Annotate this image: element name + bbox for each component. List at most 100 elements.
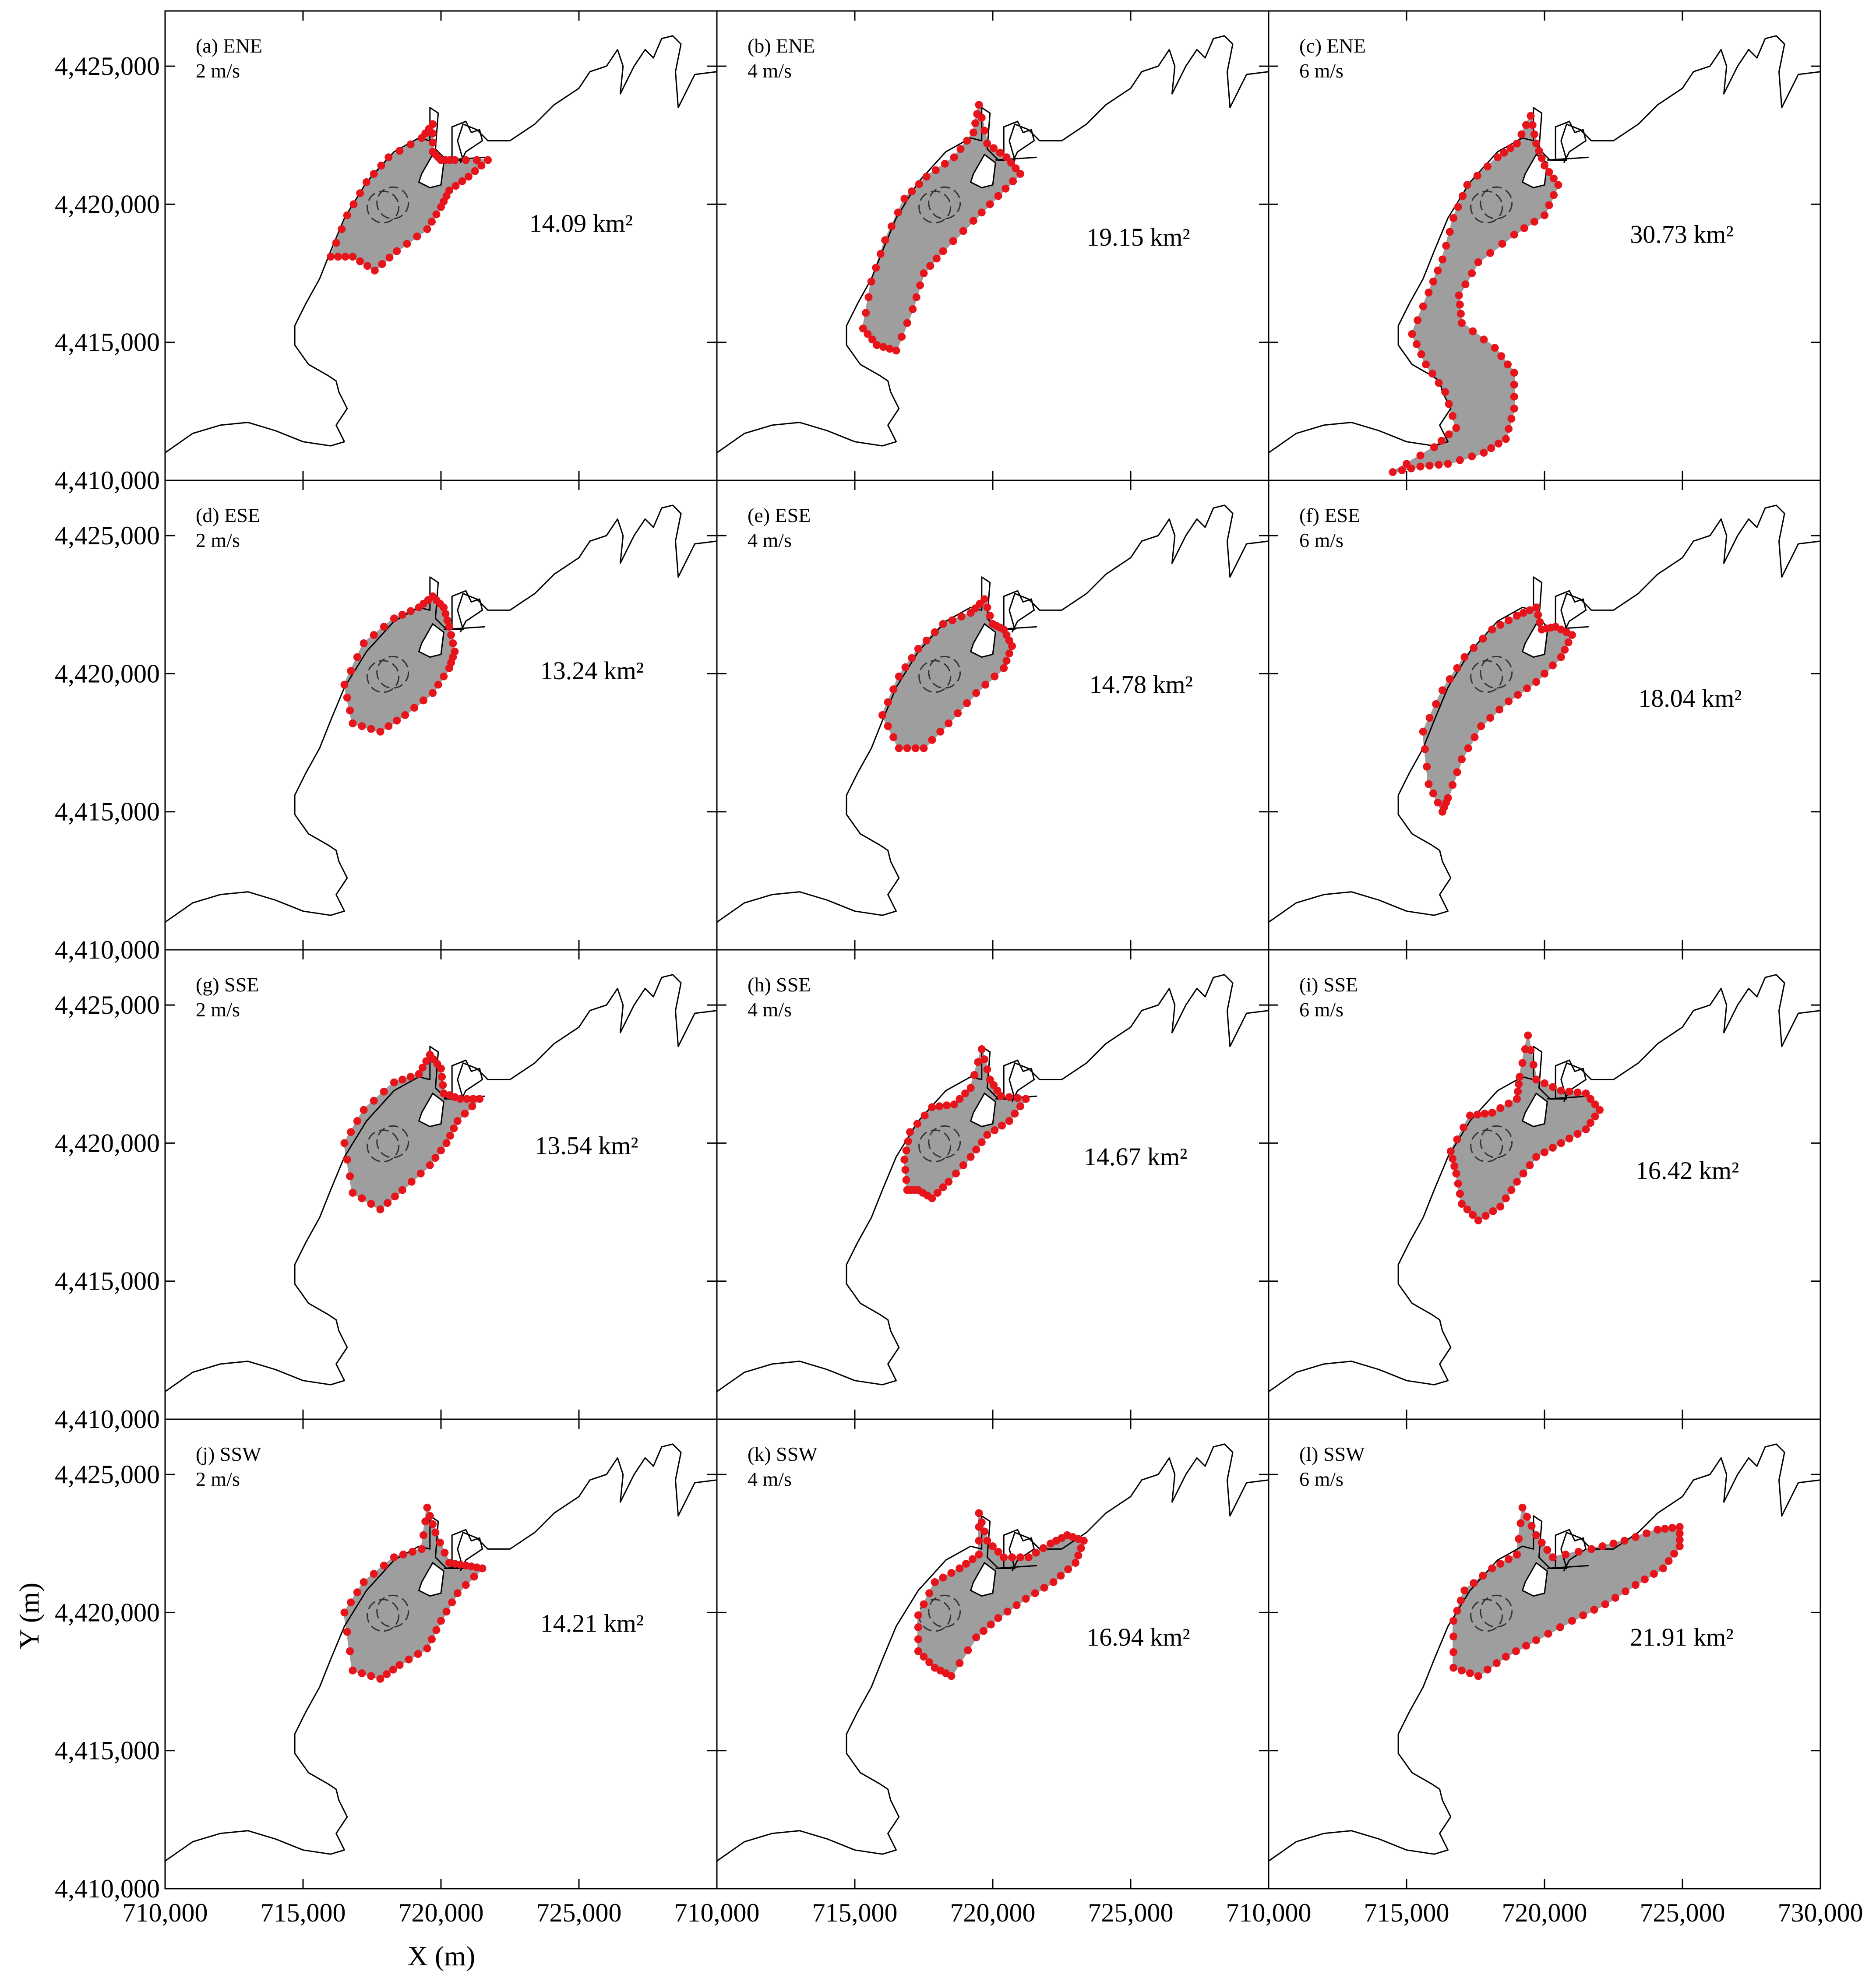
boundary-point <box>393 247 401 255</box>
boundary-point <box>1675 1529 1684 1537</box>
island <box>1521 153 1548 189</box>
release-ring <box>1470 1599 1503 1632</box>
y-tick-label: 4,410,000 <box>55 1874 160 1903</box>
boundary-point <box>1579 1611 1587 1619</box>
panel-frame <box>164 480 718 951</box>
boundary-point <box>441 1548 449 1557</box>
x-tick-label: 720,000 <box>398 1898 484 1927</box>
boundary-point <box>445 664 453 672</box>
boundary-point <box>908 654 916 662</box>
boundary-point <box>407 1178 416 1186</box>
boundary-point <box>458 177 466 185</box>
boundary-point <box>1005 649 1013 658</box>
boundary-point <box>975 1509 983 1517</box>
boundary-point <box>421 1517 430 1526</box>
area-label: 13.54 km² <box>535 1132 638 1160</box>
boundary-point <box>370 1570 378 1578</box>
release-ring <box>918 190 952 224</box>
boundary-point <box>1464 744 1472 752</box>
boundary-point <box>963 699 971 707</box>
boundary-point <box>1449 412 1456 420</box>
boundary-point <box>1477 722 1485 730</box>
boundary-point <box>1659 1564 1667 1573</box>
boundary-point <box>1513 139 1521 148</box>
boundary-point <box>462 156 470 164</box>
boundary-point <box>934 1188 942 1197</box>
boundary-point <box>1562 1551 1570 1558</box>
release-ring <box>1470 190 1503 224</box>
boundary-point <box>1487 444 1495 452</box>
boundary-point <box>406 607 415 615</box>
boundary-point <box>446 1132 454 1140</box>
boundary-point <box>1675 1536 1684 1544</box>
boundary-point <box>962 1560 970 1568</box>
boundary-point <box>1416 451 1425 460</box>
y-tick-label: 4,410,000 <box>55 1405 160 1434</box>
boundary-point <box>1523 684 1531 692</box>
boundary-point <box>434 680 442 689</box>
boundary-point <box>1668 1524 1676 1532</box>
boundary-point <box>1452 1169 1460 1178</box>
area-label: 16.94 km² <box>1086 1623 1190 1651</box>
panel-label: (f) ESE <box>1299 504 1360 526</box>
boundary-point <box>935 1102 944 1111</box>
coastline <box>1268 1443 1821 1862</box>
boundary-point <box>931 1578 939 1586</box>
boundary-point <box>914 1635 922 1643</box>
x-tick-label: 720,000 <box>950 1898 1036 1927</box>
island <box>970 1562 996 1597</box>
boundary-point <box>997 1092 1005 1100</box>
boundary-point <box>1429 278 1437 286</box>
coastline <box>716 35 1269 454</box>
panel-frame <box>164 949 718 1420</box>
boundary-point <box>939 1573 947 1582</box>
release-ring <box>367 190 400 224</box>
area-label: 30.73 km² <box>1630 220 1734 249</box>
boundary-point <box>1515 1080 1523 1088</box>
boundary-point <box>390 1078 398 1086</box>
boundary-point <box>1031 1589 1039 1597</box>
boundary-point <box>1505 616 1513 624</box>
panel-label: (i) SSE <box>1299 973 1358 996</box>
boundary-point <box>423 1503 431 1512</box>
boundary-point <box>952 1169 960 1178</box>
boundary-point <box>362 178 370 186</box>
area-label: 14.78 km² <box>1090 670 1193 699</box>
boundary-point <box>432 210 441 219</box>
boundary-point <box>1643 1529 1651 1537</box>
boundary-point <box>441 610 450 618</box>
breakwater <box>995 156 1037 161</box>
boundary-point <box>998 1121 1006 1130</box>
boundary-point <box>959 227 967 235</box>
boundary-point <box>1517 130 1526 138</box>
trajectory-envelope <box>343 595 456 733</box>
boundary-point <box>349 1188 357 1197</box>
port-structure <box>1003 120 1035 163</box>
boundary-point <box>1548 661 1557 670</box>
y-tick-label: 4,410,000 <box>55 466 160 495</box>
boundary-point <box>1505 1555 1513 1563</box>
boundary-point <box>932 254 941 263</box>
boundary-point <box>1474 1216 1482 1224</box>
boundary-point <box>477 162 486 170</box>
panel-frame <box>716 1418 1269 1890</box>
boundary-point <box>987 1620 995 1629</box>
release-ring <box>376 656 409 689</box>
boundary-point <box>892 346 900 355</box>
boundary-point <box>1550 191 1558 199</box>
boundary-point <box>1398 466 1406 474</box>
boundary-point <box>1611 1594 1619 1602</box>
boundary-point <box>358 1194 366 1202</box>
boundary-point <box>428 1635 436 1643</box>
boundary-point <box>914 645 922 653</box>
boundary-point <box>428 218 436 226</box>
boundary-point <box>451 156 459 164</box>
boundary-point <box>398 1075 406 1084</box>
boundary-point <box>1022 1594 1030 1603</box>
x-tick-label: 725,000 <box>1088 1898 1174 1927</box>
panel-label: (e) ESE <box>748 504 811 526</box>
boundary-point <box>1582 1125 1590 1133</box>
panel-frame <box>716 480 1269 951</box>
boundary-point <box>1416 462 1425 471</box>
boundary-point <box>1434 798 1442 807</box>
